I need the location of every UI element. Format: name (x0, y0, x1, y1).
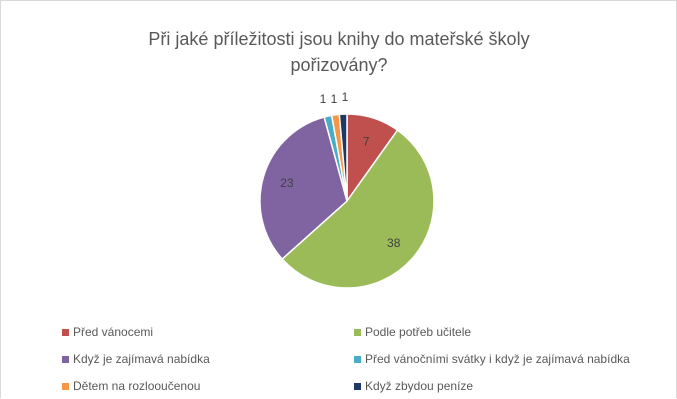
legend-swatch-3 (354, 356, 361, 363)
pie-slice-1 (281, 129, 435, 289)
legend: Před vánocemi Podle potřeb učitele Když … (62, 325, 630, 393)
data-label-1: 38 (387, 236, 401, 250)
legend-swatch-1 (354, 329, 361, 336)
data-label-0: 7 (363, 134, 370, 148)
legend-label-5: Když zbydou peníze (365, 379, 473, 393)
legend-label-3: Před vánočními svátky i když je zajímavá… (365, 352, 630, 366)
data-label-4: 1 (331, 92, 338, 106)
chart-title-line-1: Při jaké příležitosti jsou knihy do mate… (148, 29, 529, 49)
legend-swatch-5 (354, 383, 361, 390)
pie-slice-2 (259, 116, 348, 261)
pie-slices (259, 113, 435, 289)
legend-label-4: Dětem na rozlooučenou (73, 379, 200, 393)
legend-label-0: Před vánocemi (73, 325, 153, 339)
legend-label-2: Když je zajímavá nabídka (73, 352, 210, 366)
data-label-5: 1 (342, 90, 349, 104)
data-label-3: 1 (320, 92, 327, 106)
legend-label-1: Podle potřeb učitele (365, 325, 471, 339)
legend-swatch-2 (62, 356, 69, 363)
legend-swatch-0 (62, 329, 69, 336)
chart-title-line-2: pořizovány? (290, 55, 387, 75)
pie-slice-5 (338, 113, 348, 202)
legend-swatch-4 (62, 383, 69, 390)
data-label-2: 23 (280, 176, 294, 190)
